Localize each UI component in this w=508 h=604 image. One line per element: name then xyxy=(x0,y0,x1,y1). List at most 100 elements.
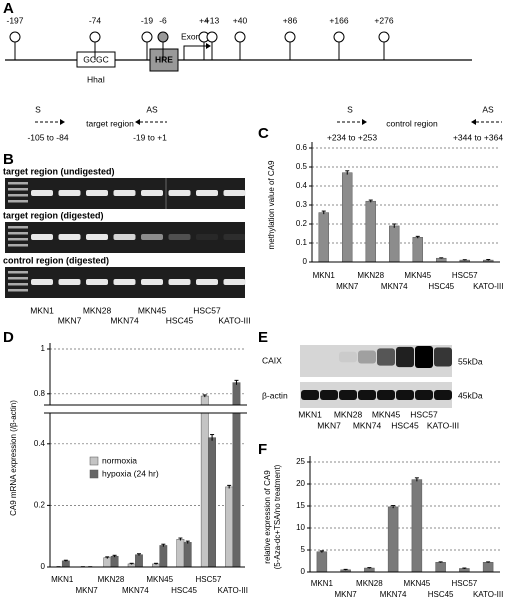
x-tick-label: MKN45 xyxy=(404,271,431,280)
bar xyxy=(159,545,168,568)
panel-label: F xyxy=(258,441,267,458)
x-tick-label: KATO-III xyxy=(473,590,503,599)
blot-band xyxy=(415,390,433,400)
ladder-band xyxy=(8,244,28,247)
error-bar xyxy=(112,554,117,558)
y-tick-label: 0.2 xyxy=(34,501,46,510)
gel-band xyxy=(58,279,81,285)
blot-band xyxy=(434,347,452,367)
y-tick-label: 0.4 xyxy=(296,181,308,190)
error-bar xyxy=(415,235,420,239)
error-bar xyxy=(185,540,190,544)
ladder-band xyxy=(8,182,28,185)
lane-label: MKN7 xyxy=(58,315,82,325)
hhai-label: HhaI xyxy=(87,74,105,84)
panel-label: B xyxy=(3,151,14,168)
error-bar xyxy=(178,537,183,541)
ladder-band xyxy=(8,277,28,280)
bar xyxy=(435,562,446,573)
bar xyxy=(176,539,185,568)
bar xyxy=(436,257,447,263)
cpg-site xyxy=(157,31,169,43)
lane-label: KATO-III xyxy=(218,315,250,325)
gel-band xyxy=(141,234,163,240)
site-label: -74 xyxy=(89,15,102,25)
tss-arrow xyxy=(183,45,206,60)
bar xyxy=(225,486,234,568)
hre-box xyxy=(149,48,179,72)
x-tick-label: HSC45 xyxy=(171,586,197,595)
x-tick-label: HSC57 xyxy=(452,271,478,280)
lane-label: MKN45 xyxy=(138,305,167,315)
cpg-site xyxy=(9,31,21,43)
lane-label: HSC45 xyxy=(166,315,194,325)
y-axis-label: relative expression of CA9 xyxy=(263,470,272,564)
gel-band xyxy=(168,190,191,196)
bar xyxy=(412,237,423,263)
lane-label: MKN28 xyxy=(334,409,363,419)
y-tick-label: 20 xyxy=(296,479,305,488)
gel-title: target region (digested) xyxy=(3,210,104,220)
error-bar xyxy=(439,257,444,259)
y-tick-label: 0.5 xyxy=(296,162,308,171)
exon-label: Exon 1 xyxy=(181,31,208,41)
bar xyxy=(316,551,328,573)
blot-band xyxy=(415,346,433,368)
cpg-site xyxy=(378,31,390,43)
primer-arrowhead xyxy=(135,119,140,125)
site-label: +276 xyxy=(374,15,393,25)
error-bar xyxy=(486,259,491,261)
error-bar xyxy=(161,543,166,547)
bar xyxy=(200,395,209,568)
panel-label: A xyxy=(3,0,14,17)
lane-label: MKN7 xyxy=(317,420,341,430)
legend-label: normoxia xyxy=(102,455,137,465)
tss-arrowhead xyxy=(206,43,211,49)
primer-range: -105 to -84 xyxy=(27,132,68,142)
site-label: -6 xyxy=(159,15,167,25)
blot-band xyxy=(358,350,376,364)
lane-label: HSC57 xyxy=(410,409,438,419)
primer-range: +234 to +253 xyxy=(327,132,377,142)
site-label: -197 xyxy=(6,15,23,25)
panel-label: D xyxy=(3,329,14,346)
error-bar xyxy=(321,210,326,215)
primer-arrowhead xyxy=(362,119,367,125)
site-label: +13 xyxy=(205,15,220,25)
x-tick-label: HSC57 xyxy=(196,575,222,584)
hre-label: HRE xyxy=(155,54,173,64)
error-bar xyxy=(227,484,232,489)
y-tick-label: 0.4 xyxy=(34,439,46,448)
primer-strand: AS xyxy=(482,104,494,114)
x-tick-label: MKN7 xyxy=(335,590,358,599)
x-tick-label: KATO-III xyxy=(473,282,503,291)
site-label: +166 xyxy=(329,15,348,25)
lane-label: MKN74 xyxy=(353,420,382,430)
error-bar xyxy=(154,562,159,565)
bar xyxy=(110,555,119,568)
panel-label: C xyxy=(258,125,269,142)
primer-range: -19 to +1 xyxy=(133,132,167,142)
x-tick-label: HSC45 xyxy=(428,590,454,599)
bar xyxy=(364,567,375,573)
error-bar xyxy=(105,556,110,559)
blot-band xyxy=(358,390,376,400)
error-bar xyxy=(462,259,467,261)
x-tick-label: MKN1 xyxy=(311,579,334,588)
x-tick-label: MKN1 xyxy=(51,575,74,584)
x-tick-label: MKN28 xyxy=(98,575,125,584)
blot-band xyxy=(396,390,414,400)
blot-band xyxy=(301,352,319,362)
ladder-band xyxy=(8,289,28,292)
error-bar xyxy=(234,379,239,385)
y-tick-label: 0.2 xyxy=(296,219,308,228)
ladder-band xyxy=(8,226,28,229)
blot-band xyxy=(320,390,338,400)
panel-label: E xyxy=(258,329,268,346)
error-bar xyxy=(129,562,134,565)
y-axis-label: (5-Aza-dc+TSA/no treatment) xyxy=(273,464,282,569)
error-bar xyxy=(63,559,68,562)
bar xyxy=(318,212,329,263)
error-bar xyxy=(367,567,372,569)
error-bar xyxy=(136,553,141,556)
